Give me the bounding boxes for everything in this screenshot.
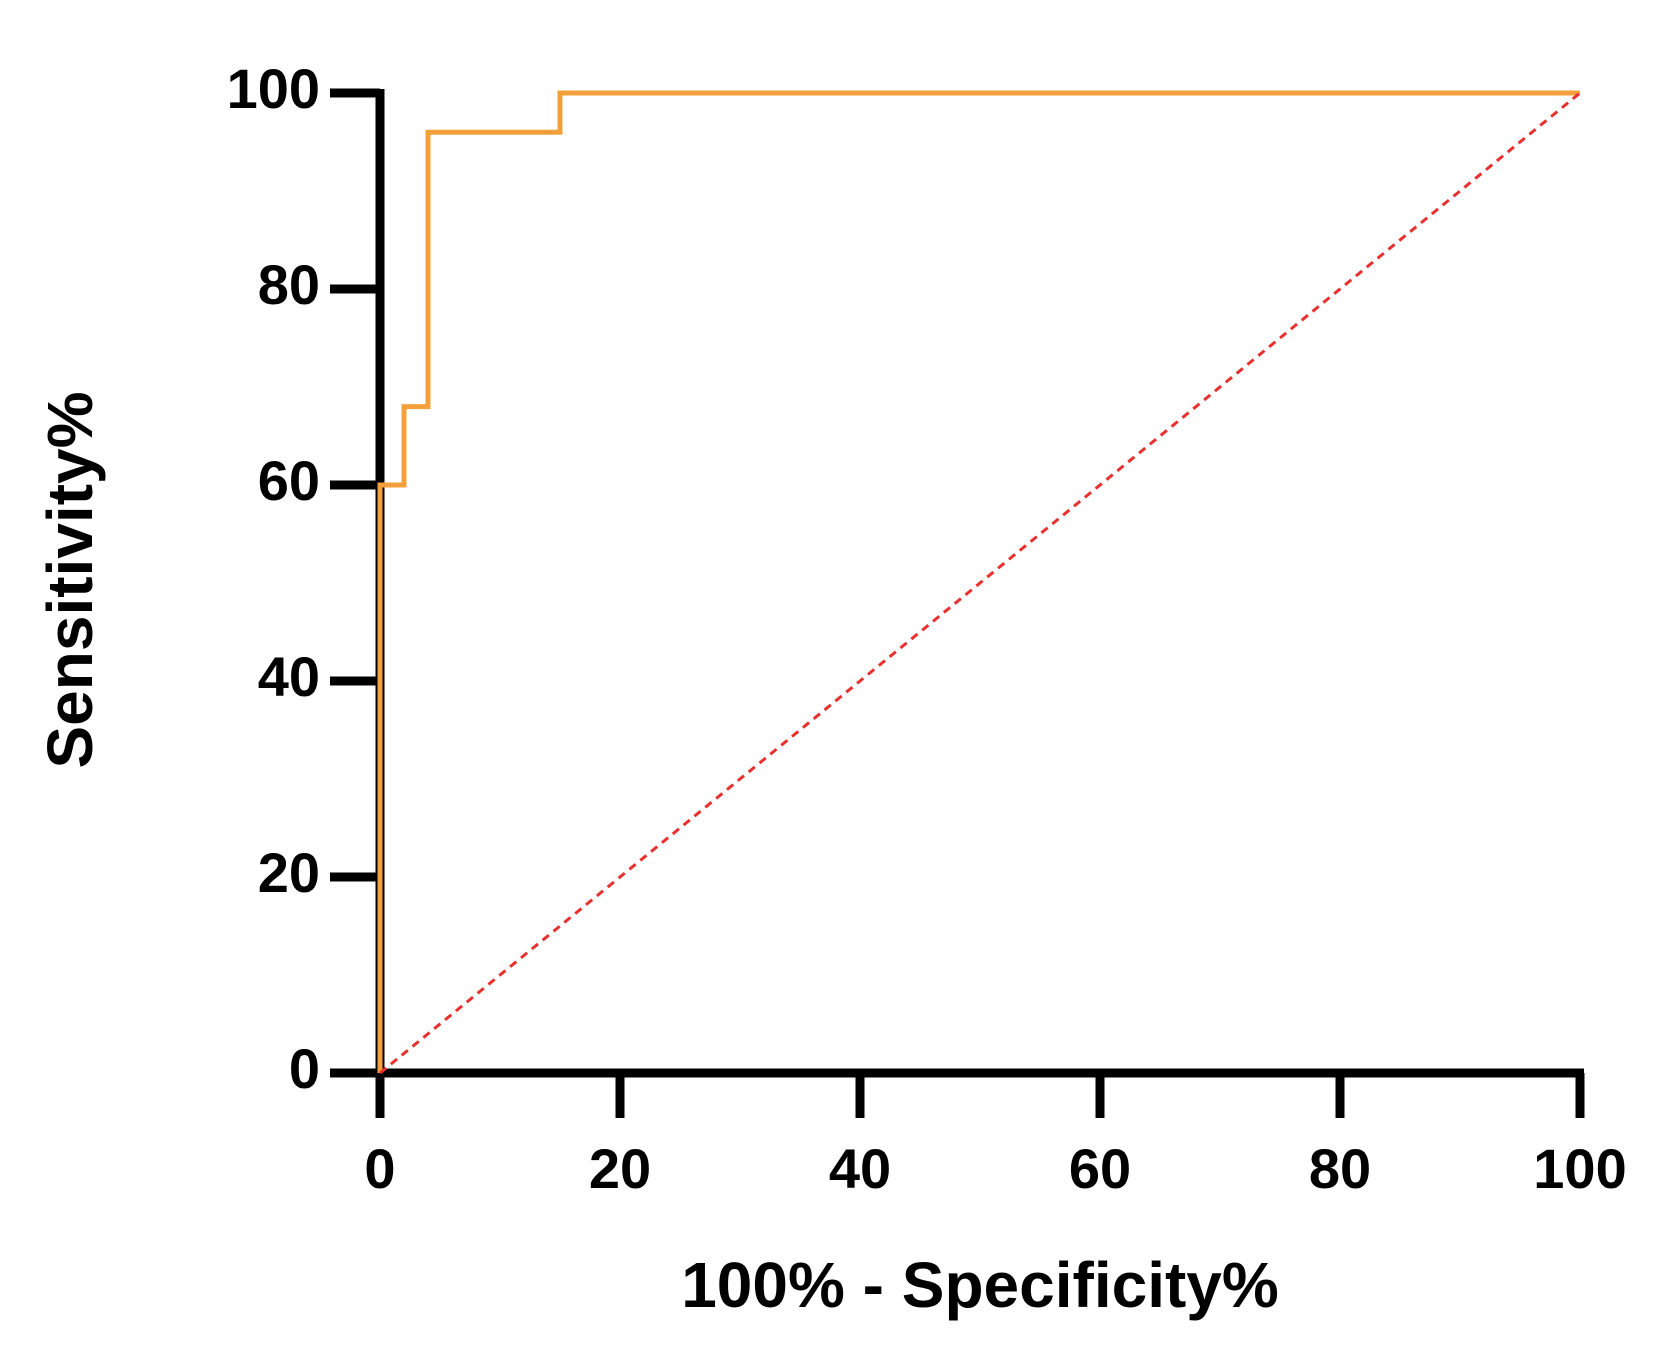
roc-line xyxy=(377,90,1580,1073)
y-tick-label: 80 xyxy=(258,253,320,316)
y-axis-label: Sensitivity% xyxy=(34,391,106,768)
x-tick-label: 20 xyxy=(589,1137,651,1200)
y-tick-label: 60 xyxy=(258,449,320,512)
x-tick-label: 80 xyxy=(1309,1137,1371,1200)
x-tick-label: 40 xyxy=(829,1137,891,1200)
y-tick-label: 0 xyxy=(289,1037,320,1100)
y-tick-label: 100 xyxy=(227,57,320,120)
x-tick-label: 0 xyxy=(364,1137,395,1200)
y-tick-label: 40 xyxy=(258,645,320,708)
x-axis-label: 100% - Specificity% xyxy=(681,1249,1279,1321)
roc-line xyxy=(379,91,1581,1075)
x-tick-label: 100 xyxy=(1533,1137,1626,1200)
y-tick-label: 20 xyxy=(258,841,320,904)
x-tick-label: 60 xyxy=(1069,1137,1131,1200)
